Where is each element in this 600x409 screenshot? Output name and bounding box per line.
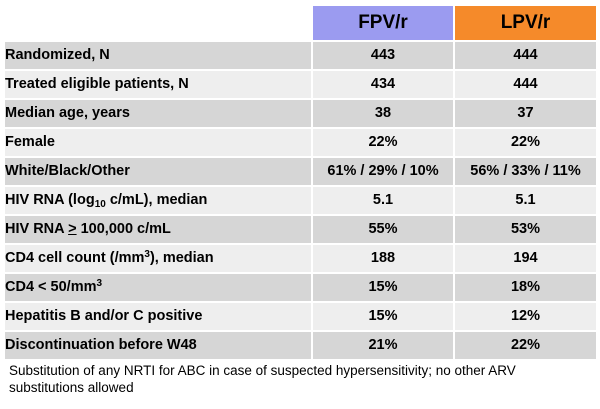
table-row: Median age, years 38 37 (3, 98, 598, 129)
lpv-value: 194 (453, 243, 598, 274)
footnote: Substitution of any NRTI for ABC in case… (9, 363, 516, 395)
table-row: Hepatitis B and/or C positive 15% 12% (3, 301, 598, 332)
row-label-superscript: 3 (96, 278, 103, 289)
row-label: HIV RNA > 100,000 c/mL (3, 214, 313, 245)
fpv-value: 15% (311, 272, 455, 303)
row-label-text: 100,000 c/mL (76, 221, 171, 237)
baseline-characteristics-table: FPV/r LPV/r Randomized, N 443 444 Treate… (3, 4, 598, 361)
row-label-text: c/mL), median (105, 192, 208, 208)
table-row: Randomized, N 443 444 (3, 40, 598, 71)
lpv-value: 37 (453, 98, 598, 129)
row-label-symbol: > (68, 221, 77, 237)
row-label: White/Black/Other (3, 156, 313, 187)
row-label-superscript: 3 (144, 249, 150, 260)
fpv-value: 21% (311, 330, 455, 361)
row-label-text: HIV RNA (5, 221, 69, 237)
fpv-value: 434 (311, 69, 455, 100)
row-label-text: HIV RNA (log (5, 192, 95, 208)
row-label: Randomized, N (3, 40, 313, 71)
fpv-value: 22% (311, 127, 455, 158)
row-label: Treated eligible patients, N (3, 69, 313, 100)
header-row: FPV/r LPV/r (3, 4, 598, 42)
row-label: Median age, years (3, 98, 313, 129)
table-row: Female 22% 22% (3, 127, 598, 158)
table-row: HIV RNA > 100,000 c/mL 55% 53% (3, 214, 598, 245)
row-label: Discontinuation before W48 (3, 330, 313, 361)
header-fpv: FPV/r (311, 4, 455, 42)
row-label: CD4 cell count (/mm3), median (3, 243, 313, 274)
lpv-value: 5.1 (453, 185, 598, 216)
fpv-value: 61% / 29% / 10% (311, 156, 455, 187)
fpv-value: 5.1 (311, 185, 455, 216)
row-label-subscript: 10 (94, 199, 106, 210)
table-row: CD4 cell count (/mm3), median 188 194 (3, 243, 598, 274)
row-label-text: CD4 < 50/mm (5, 279, 97, 295)
lpv-value: 12% (453, 301, 598, 332)
lpv-value: 53% (453, 214, 598, 245)
table-row: Treated eligible patients, N 434 444 (3, 69, 598, 100)
row-label: HIV RNA (log10 c/mL), median (3, 185, 313, 216)
fpv-value: 15% (311, 301, 455, 332)
table-row: Discontinuation before W48 21% 22% (3, 330, 598, 361)
row-label-text: CD4 cell count (/mm (5, 250, 145, 266)
fpv-value: 38 (311, 98, 455, 129)
table-row: HIV RNA (log10 c/mL), median 5.1 5.1 (3, 185, 598, 216)
lpv-value: 22% (453, 127, 598, 158)
table-row: CD4 < 50/mm3 15% 18% (3, 272, 598, 303)
row-label-text: ), median (149, 250, 214, 266)
lpv-value: 22% (453, 330, 598, 361)
lpv-value: 444 (453, 69, 598, 100)
row-label: Hepatitis B and/or C positive (3, 301, 313, 332)
header-lpv: LPV/r (453, 4, 598, 42)
lpv-value: 18% (453, 272, 598, 303)
header-blank-cell (3, 4, 313, 42)
table-row: White/Black/Other 61% / 29% / 10% 56% / … (3, 156, 598, 187)
lpv-value: 56% / 33% / 11% (453, 156, 598, 187)
fpv-value: 188 (311, 243, 455, 274)
fpv-value: 443 (311, 40, 455, 71)
lpv-value: 444 (453, 40, 598, 71)
row-label: Female (3, 127, 313, 158)
fpv-value: 55% (311, 214, 455, 245)
row-label: CD4 < 50/mm3 (3, 272, 313, 303)
